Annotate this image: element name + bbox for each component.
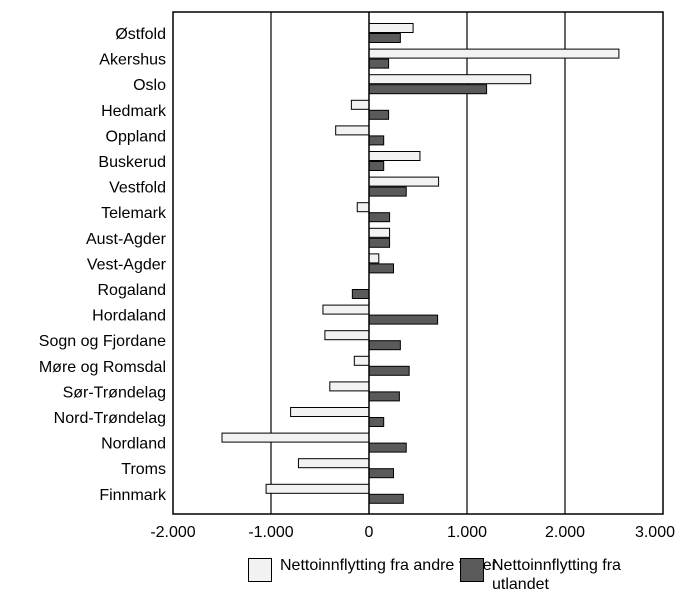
legend-label-other-counties: Nettoinnflytting fra andre fylker	[280, 557, 497, 574]
bar-series2-18	[368, 493, 404, 504]
bar-series1-6	[368, 176, 440, 187]
legend-item-other-counties: Nettoinnflytting fra andre fylker	[248, 556, 497, 582]
category-label-5: Buskerud	[98, 154, 166, 171]
bar-series2-12	[368, 340, 401, 351]
bar-series2-14	[368, 391, 400, 402]
bar-series1-13	[353, 355, 370, 366]
bar-series1-1	[368, 48, 620, 59]
bar-series1-18	[265, 483, 370, 494]
legend: Nettoinnflytting fra andre fylker Nettoi…	[248, 556, 668, 602]
bar-series2-10	[351, 289, 370, 299]
bar-series2-8	[368, 237, 391, 248]
x-tick-label-2: 0	[365, 524, 374, 541]
x-tick-label-5: 3.000	[635, 524, 675, 541]
bar-series1-3	[350, 99, 370, 110]
bar-series1-5	[368, 151, 421, 161]
category-label-11: Hordaland	[92, 308, 166, 325]
bar-series1-16	[221, 432, 370, 443]
bar-series2-1	[368, 58, 390, 69]
bar-series1-7	[356, 202, 370, 213]
bar-series2-11	[368, 314, 439, 325]
category-label-18: Finnmark	[99, 487, 167, 504]
category-label-13: Møre og Romsdal	[39, 359, 166, 376]
category-label-0: Østfold	[115, 26, 166, 43]
bar-series1-8	[368, 227, 391, 238]
category-label-2: Oslo	[133, 77, 166, 94]
x-tick-label-1: -1.000	[248, 524, 293, 541]
x-tick-label-4: 2.000	[545, 524, 585, 541]
bar-series2-13	[368, 365, 410, 376]
category-labels: Østfold Akershus Oslo Hedmark Oppland Buskeru…	[39, 26, 167, 504]
bar-series2-15	[368, 417, 385, 427]
bar-series2-17	[368, 468, 394, 479]
bar-series2-5	[368, 161, 385, 171]
category-label-1: Akershus	[99, 52, 166, 69]
plot-area-frame	[172, 11, 664, 515]
bar-series1-4	[335, 125, 370, 136]
x-tick-labels: -2.000 -1.000 0 1.000 2.000 3.000	[150, 524, 675, 541]
bar-series1-14	[329, 381, 370, 392]
bar-series1-9	[368, 253, 380, 264]
category-label-6: Vestfold	[109, 180, 166, 197]
legend-item-abroad: Nettoinnflytting fra utlandet	[460, 556, 668, 594]
bar-series2-16	[368, 442, 407, 453]
category-label-8: Aust-Agder	[86, 231, 167, 248]
bar-series2-6	[368, 186, 407, 197]
bar-series1-12	[324, 330, 370, 341]
gridlines	[270, 12, 566, 514]
category-label-14: Sør-Trøndelag	[63, 384, 166, 401]
bar-series1-11	[322, 304, 370, 315]
category-label-17: Troms	[121, 461, 166, 478]
bar-series2-0	[368, 33, 401, 43]
bar-series1-15	[290, 407, 370, 417]
category-label-7: Telemark	[101, 205, 167, 222]
x-tick-label-0: -2.000	[150, 524, 195, 541]
bar-series2-4	[368, 135, 385, 146]
category-label-4: Oppland	[106, 128, 167, 145]
bar-series1-2	[368, 74, 532, 85]
legend-label-abroad: Nettoinnflytting fra utlandet	[492, 557, 621, 593]
bar-series2-9	[368, 263, 394, 274]
category-label-12: Sogn og Fjordane	[39, 333, 166, 350]
category-label-16: Nordland	[101, 436, 166, 453]
bar-series2-2	[368, 84, 488, 95]
legend-swatch-dark	[460, 558, 484, 582]
bar-series2-3	[368, 109, 390, 120]
x-tick-label-3: 1.000	[447, 524, 487, 541]
category-label-10: Rogaland	[98, 282, 167, 299]
category-label-3: Hedmark	[101, 103, 167, 120]
category-label-9: Vest-Agder	[87, 256, 167, 273]
bar-series1-0	[368, 23, 414, 33]
bar-series2-7	[368, 212, 391, 223]
bar-series1-17	[297, 458, 370, 469]
bars	[221, 23, 620, 504]
category-label-15: Nord-Trøndelag	[54, 410, 166, 427]
legend-swatch-light	[248, 558, 272, 582]
